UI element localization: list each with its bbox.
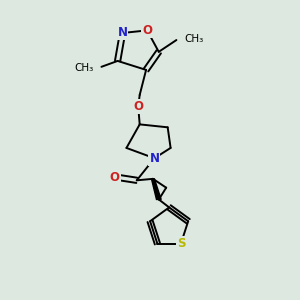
Text: N: N (149, 152, 159, 165)
Text: CH₃: CH₃ (185, 34, 204, 44)
Text: N: N (118, 26, 128, 40)
Text: O: O (142, 24, 152, 37)
Text: O: O (110, 171, 120, 184)
Text: O: O (133, 100, 143, 113)
Text: CH₃: CH₃ (75, 63, 94, 73)
Polygon shape (152, 179, 161, 200)
Text: S: S (177, 237, 185, 250)
